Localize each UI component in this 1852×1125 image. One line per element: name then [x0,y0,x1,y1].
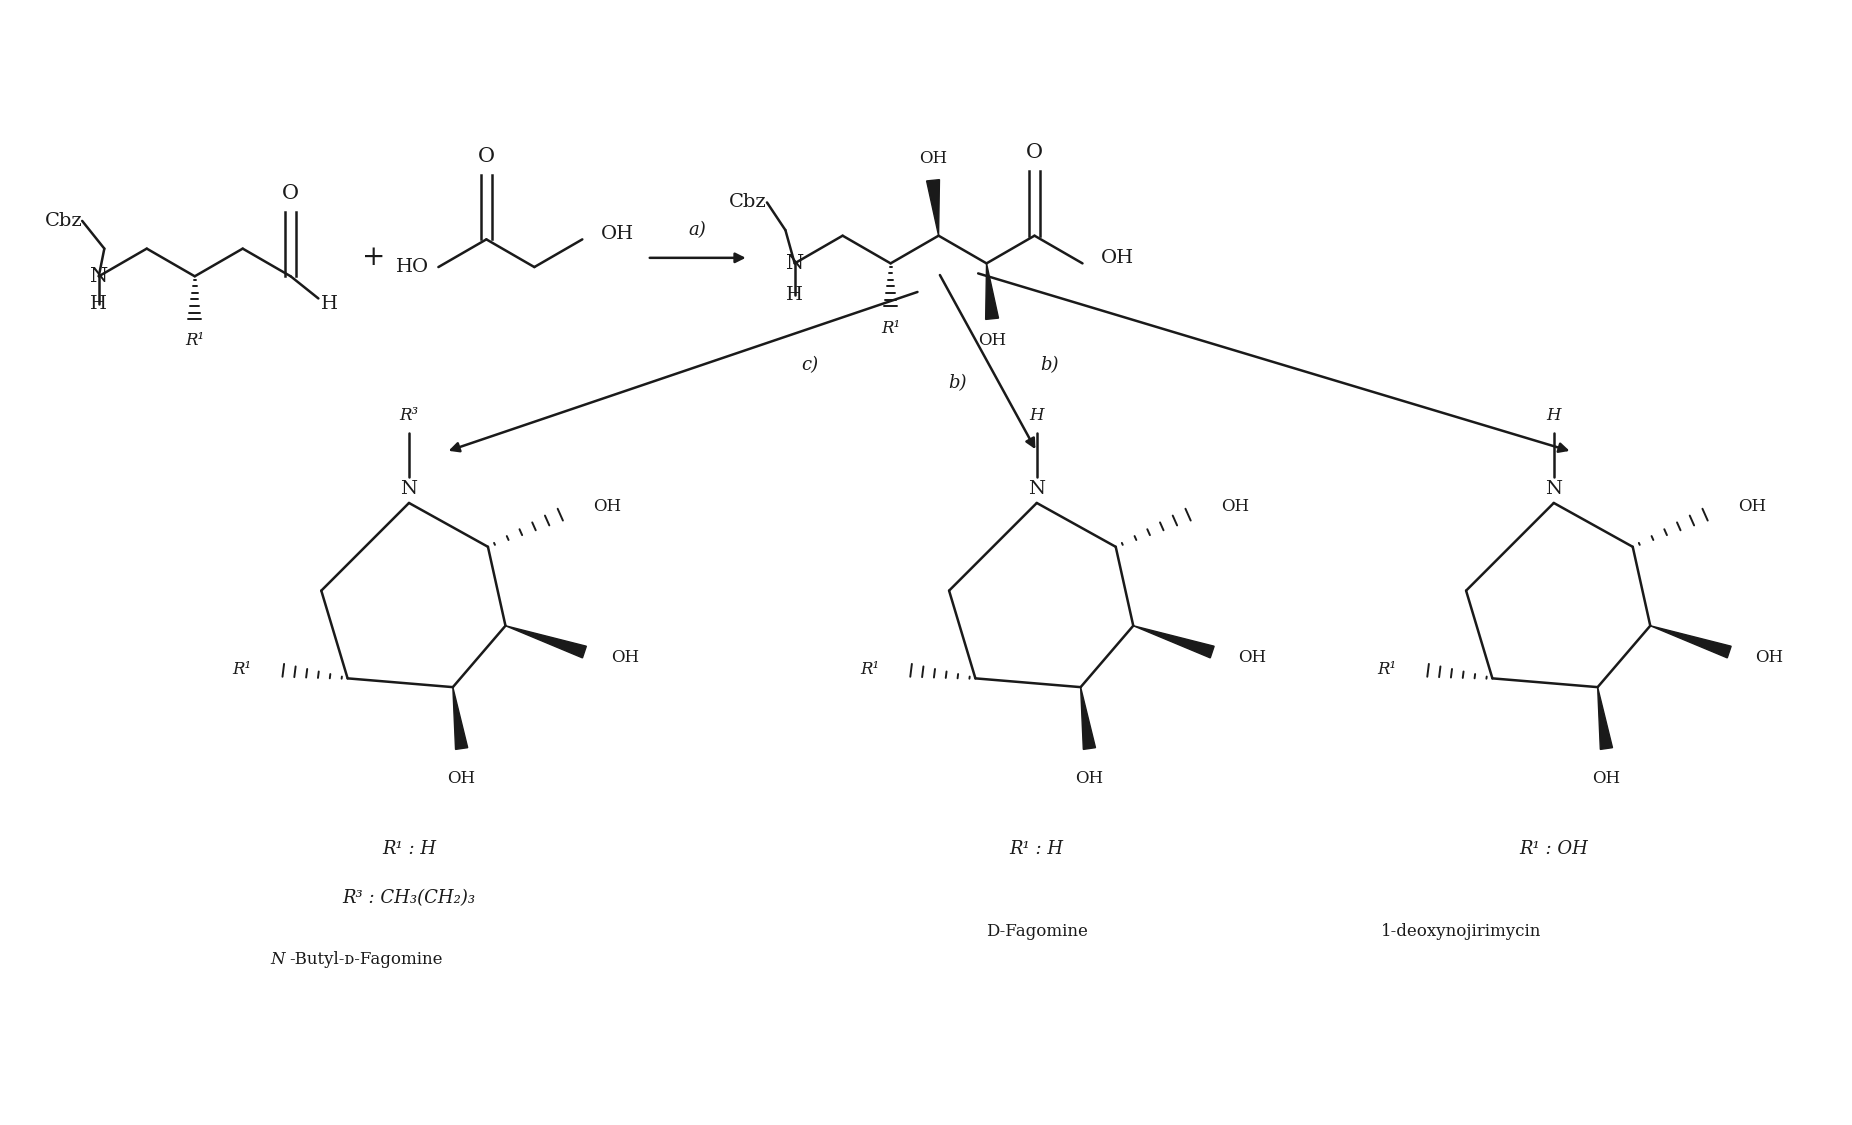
Text: R¹: R¹ [232,662,252,678]
Text: O: O [282,183,300,202]
Text: R³ : CH₃(CH₂)₃: R³ : CH₃(CH₂)₃ [343,890,476,908]
Text: b): b) [1041,356,1059,374]
Text: N: N [1545,480,1563,498]
Text: N: N [785,254,804,273]
Text: N: N [89,267,107,286]
Text: R¹: R¹ [859,662,880,678]
Text: b): b) [948,375,967,393]
Text: -Butyl-ᴅ-Fagomine: -Butyl-ᴅ-Fagomine [289,951,443,968]
Text: 1-deoxynojirimycin: 1-deoxynojirimycin [1382,924,1541,940]
Text: Cbz: Cbz [44,212,81,230]
Text: R³: R³ [400,407,419,424]
Text: OH: OH [1737,498,1767,515]
Text: O: O [1026,143,1043,162]
Text: OH: OH [611,649,639,666]
Polygon shape [506,626,587,658]
Text: OH: OH [978,332,1006,350]
Text: OH: OH [593,498,620,515]
Text: OH: OH [448,770,476,786]
Text: OH: OH [1076,770,1104,786]
Polygon shape [926,180,939,235]
Polygon shape [985,263,998,319]
Text: R¹: R¹ [882,319,900,336]
Text: H: H [320,295,337,313]
Text: N: N [270,951,285,968]
Text: N: N [1028,480,1045,498]
Text: +: + [363,244,385,271]
Text: R¹ : OH: R¹ : OH [1519,839,1589,857]
Polygon shape [1598,687,1613,749]
Text: H: H [785,286,804,304]
Text: R¹: R¹ [1376,662,1396,678]
Text: OH: OH [1756,649,1783,666]
Text: c): c) [800,356,819,374]
Text: OH: OH [600,225,633,243]
Text: D-Fagomine: D-Fagomine [985,924,1087,940]
Text: R¹ : H: R¹ : H [1009,839,1063,857]
Text: N: N [400,480,417,498]
Text: H: H [1030,407,1045,424]
Text: OH: OH [1239,649,1267,666]
Text: a): a) [689,222,707,240]
Text: OH: OH [1220,498,1248,515]
Text: R¹ : H: R¹ : H [382,839,435,857]
Text: OH: OH [1100,249,1133,267]
Text: Cbz: Cbz [730,193,767,212]
Polygon shape [1080,687,1096,749]
Text: H: H [1546,407,1561,424]
Text: HO: HO [396,258,430,276]
Polygon shape [1650,626,1732,658]
Text: OH: OH [919,150,946,166]
Text: O: O [478,146,494,165]
Polygon shape [1133,626,1215,658]
Text: R¹: R¹ [185,332,204,350]
Polygon shape [454,687,469,749]
Text: H: H [91,295,107,313]
Text: OH: OH [1593,770,1620,786]
